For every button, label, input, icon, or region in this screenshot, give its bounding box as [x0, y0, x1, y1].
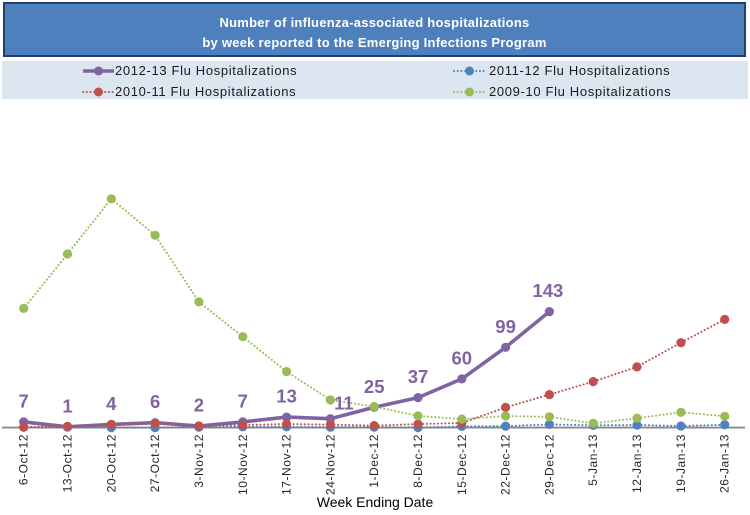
svg-text:22-Dec-12: 22-Dec-12	[499, 434, 513, 495]
svg-text:10-Nov-12: 10-Nov-12	[236, 434, 250, 495]
svg-text:Week Ending Date: Week Ending Date	[317, 494, 434, 510]
svg-text:4: 4	[106, 393, 117, 414]
svg-text:20-Oct-12: 20-Oct-12	[104, 434, 118, 492]
svg-text:13: 13	[276, 386, 297, 407]
svg-text:29-Dec-12: 29-Dec-12	[542, 434, 556, 495]
svg-text:15-Dec-12: 15-Dec-12	[455, 434, 469, 495]
svg-text:7: 7	[19, 390, 29, 411]
svg-text:5-Jan-13: 5-Jan-13	[586, 434, 600, 486]
svg-text:17-Nov-12: 17-Nov-12	[280, 434, 294, 495]
svg-text:7: 7	[238, 390, 248, 411]
svg-text:3-Nov-12: 3-Nov-12	[192, 434, 206, 488]
svg-text:1-Dec-12: 1-Dec-12	[367, 434, 381, 488]
svg-text:8-Dec-12: 8-Dec-12	[411, 434, 425, 488]
svg-text:99: 99	[495, 316, 516, 337]
svg-text:60: 60	[452, 347, 473, 368]
svg-text:24-Nov-12: 24-Nov-12	[323, 434, 337, 495]
svg-text:2: 2	[194, 395, 204, 416]
svg-text:19-Jan-13: 19-Jan-13	[674, 434, 688, 493]
svg-text:12-Jan-13: 12-Jan-13	[630, 434, 644, 493]
svg-text:1: 1	[62, 395, 72, 416]
svg-text:37: 37	[408, 366, 429, 387]
svg-text:25: 25	[364, 376, 385, 397]
svg-text:6-Oct-12: 6-Oct-12	[17, 434, 31, 485]
svg-text:143: 143	[532, 280, 563, 301]
svg-text:27-Oct-12: 27-Oct-12	[148, 434, 162, 492]
svg-text:26-Jan-13: 26-Jan-13	[718, 434, 732, 493]
svg-text:13-Oct-12: 13-Oct-12	[61, 434, 75, 492]
svg-text:11: 11	[334, 393, 354, 414]
svg-text:6: 6	[150, 391, 160, 412]
